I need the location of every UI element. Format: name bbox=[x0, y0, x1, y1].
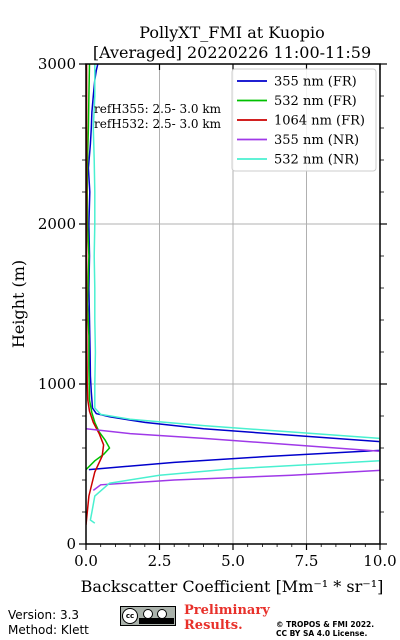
legend-label-1: 532 nm (FR) bbox=[274, 94, 357, 109]
axis-ticks: 0.0 2.5 5.0 7.5 10.0 0 1000 2000 3000 bbox=[38, 55, 397, 570]
y-tick-label-0: 0 bbox=[66, 535, 76, 553]
series-line-4 bbox=[89, 64, 380, 524]
y-tick-label-3: 3000 bbox=[38, 55, 76, 73]
chart-title-line2: [Averaged] 20220226 11:00-11:59 bbox=[93, 43, 371, 62]
preliminary-line2: Results. bbox=[184, 618, 243, 633]
x-tick-label-1: 2.5 bbox=[148, 552, 172, 570]
y-axis-label: Height (m) bbox=[9, 260, 28, 348]
y-tick-label-2: 2000 bbox=[38, 215, 76, 233]
cc-license-badge: cc bbox=[120, 606, 176, 626]
reference-height-annotation-0: refH355: 2.5- 3.0 km bbox=[94, 102, 222, 116]
x-tick-label-4: 10.0 bbox=[363, 552, 396, 570]
x-tick-label-0: 0.0 bbox=[74, 552, 98, 570]
y-tick-label-1: 1000 bbox=[38, 375, 76, 393]
method-text: Method: Klett bbox=[8, 623, 89, 637]
series-line-0 bbox=[87, 64, 380, 471]
reference-height-annotation-1: refH532: 2.5- 3.0 km bbox=[94, 117, 222, 131]
legend-label-2: 1064 nm (FR) bbox=[274, 114, 365, 129]
legend-label-4: 532 nm (NR) bbox=[274, 153, 359, 168]
cc-badge-strip bbox=[139, 618, 174, 624]
x-axis-label: Backscatter Coefficient [Mm⁻¹ * sr⁻¹] bbox=[81, 577, 384, 596]
preliminary-results-text: Preliminary Results. bbox=[184, 603, 270, 633]
x-tick-label-2: 5.0 bbox=[221, 552, 245, 570]
series-line-3 bbox=[86, 428, 380, 491]
x-tick-label-3: 7.5 bbox=[295, 552, 319, 570]
chart-title-line1: PollyXT_FMI at Kuopio bbox=[139, 23, 325, 42]
version-text: Version: 3.3 bbox=[8, 608, 80, 622]
series-line-1 bbox=[86, 64, 111, 471]
preliminary-line1: Preliminary bbox=[184, 603, 270, 618]
copyright-line2: CC BY SA 4.0 License. bbox=[276, 629, 368, 638]
legend-label-0: 355 nm (FR) bbox=[274, 75, 357, 90]
copyright-text: © TROPOS & FMI 2022. CC BY SA 4.0 Licens… bbox=[276, 620, 374, 638]
legend-label-3: 355 nm (NR) bbox=[274, 133, 359, 148]
copyright-line1: © TROPOS & FMI 2022. bbox=[276, 620, 375, 629]
legend-box bbox=[231, 68, 377, 172]
cc-icon: cc bbox=[122, 608, 138, 624]
backscatter-profile-chart: PollyXT_FMI at Kuopio [Averaged] 2022022… bbox=[9, 23, 397, 596]
legend: 355 nm (FR) 532 nm (FR) 1064 nm (FR) 355 nm… bbox=[231, 68, 377, 172]
